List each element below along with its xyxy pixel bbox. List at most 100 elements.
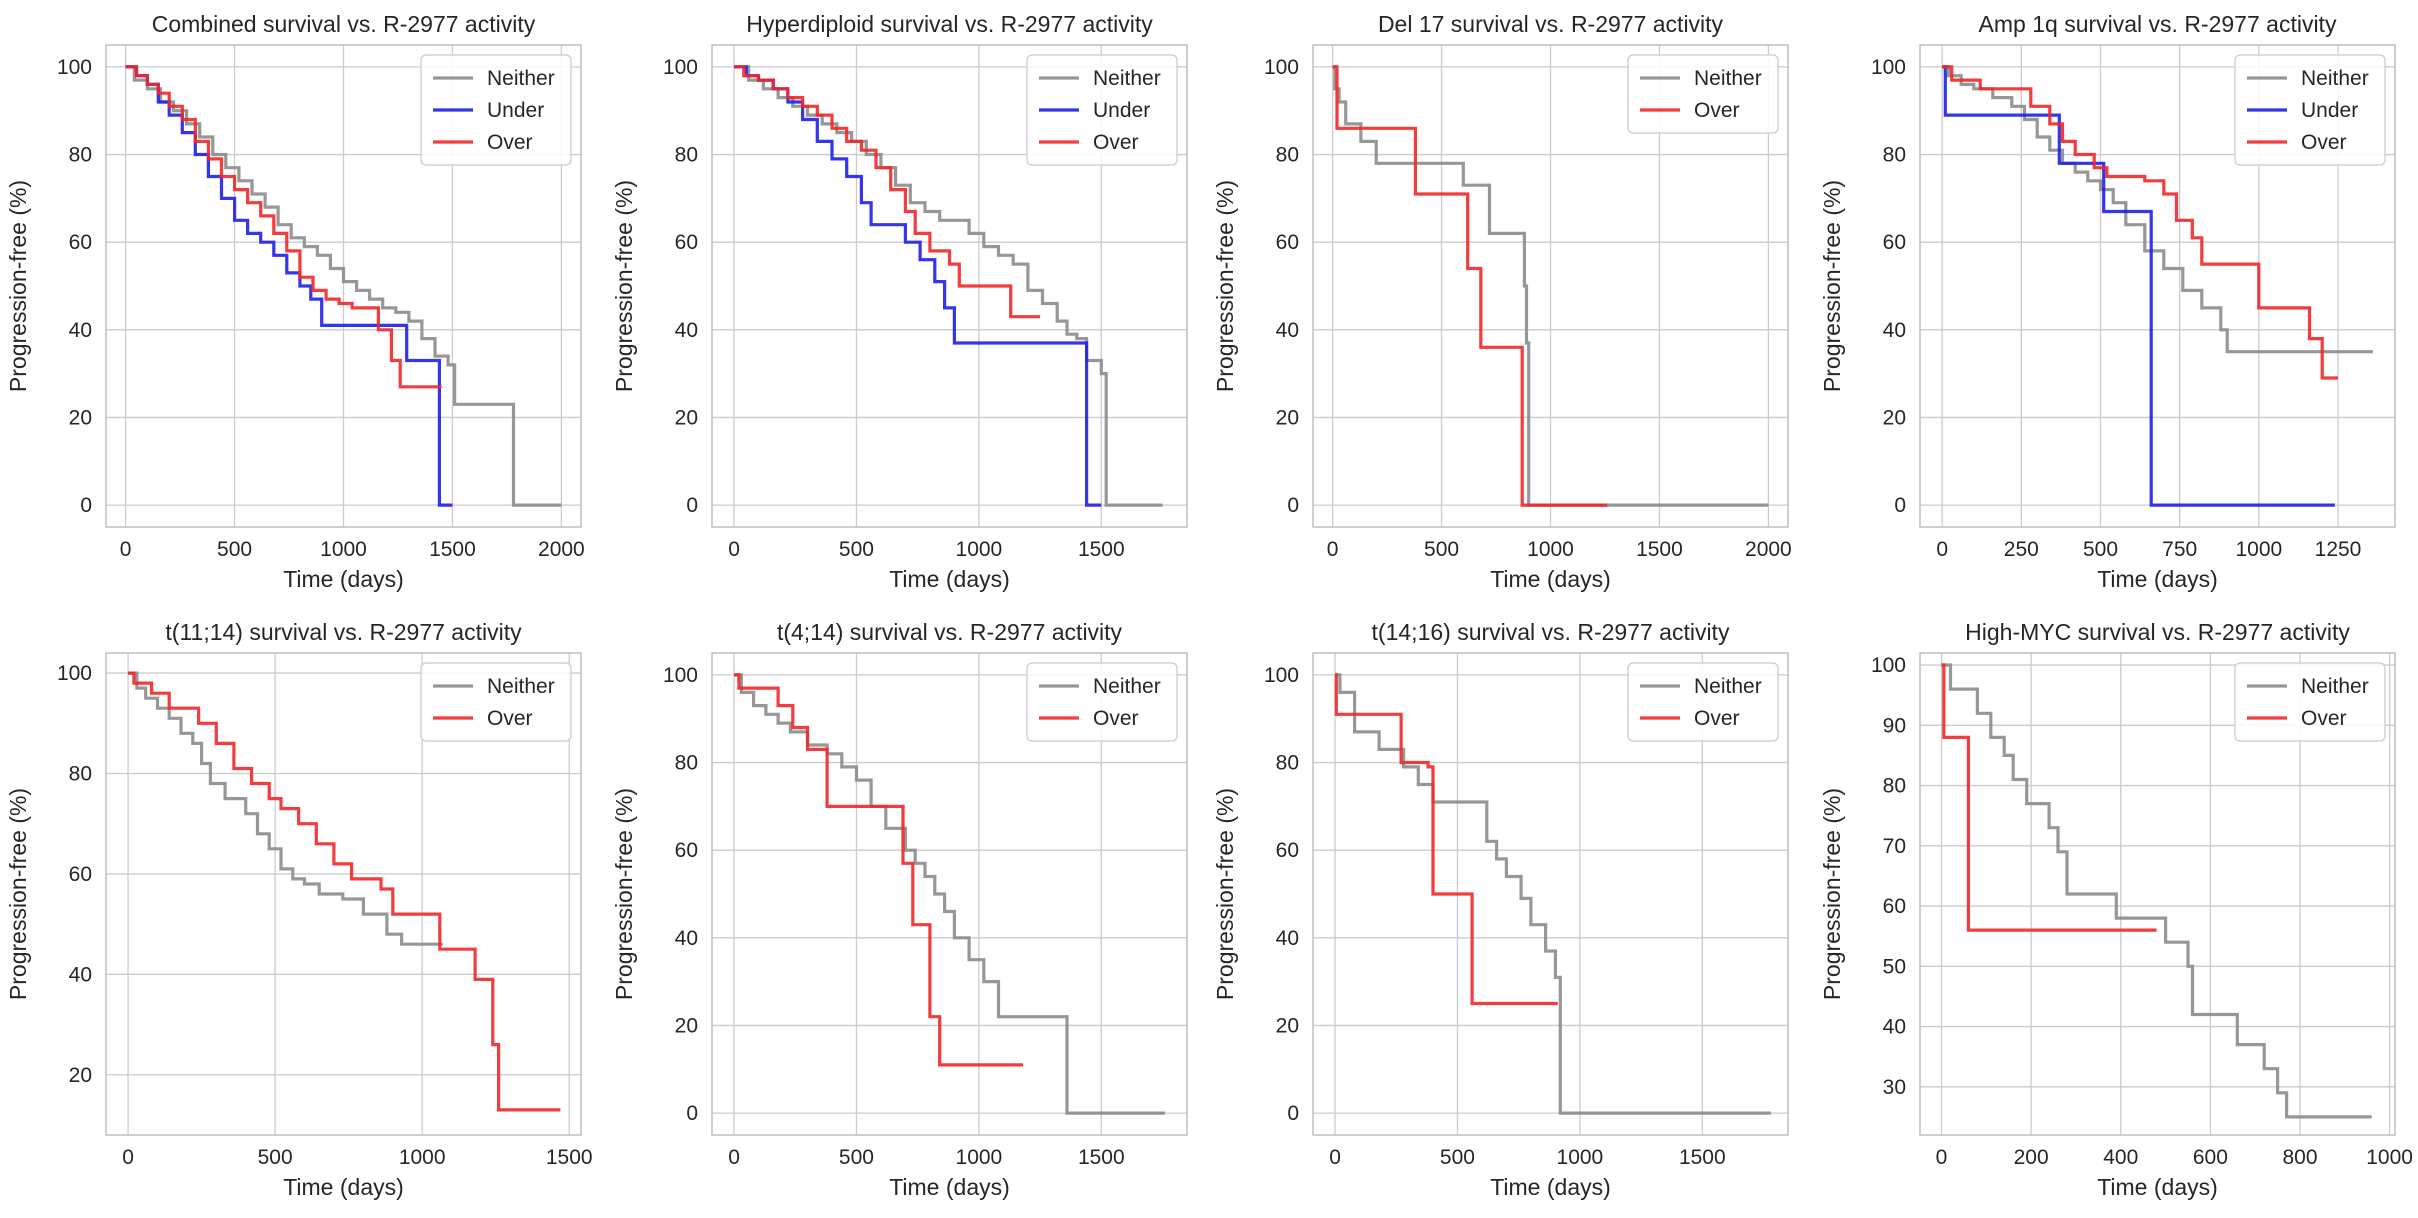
y-tick-label: 100 <box>1871 56 1906 79</box>
x-tick-label: 500 <box>839 538 874 561</box>
legend: Neither Under Over <box>420 54 572 166</box>
y-tick-label: 60 <box>1276 231 1299 254</box>
y-tick-label: 20 <box>1276 406 1299 429</box>
x-tick-label: 750 <box>2162 538 2197 561</box>
y-tick-label: 20 <box>1883 406 1906 429</box>
plot-frame <box>105 44 582 528</box>
y-tick-label: 30 <box>1883 1076 1906 1099</box>
y-tick-label: 20 <box>675 406 698 429</box>
legend-entry: Under <box>1093 99 1150 122</box>
x-tick-label: 0 <box>728 538 740 561</box>
y-tick-label: 20 <box>69 1064 92 1087</box>
chart-title: t(11;14) survival vs. R-2977 activity <box>165 619 522 645</box>
x-tick-label: 0 <box>1936 1146 1948 1169</box>
x-tick-label: 500 <box>1424 538 1459 561</box>
legend-entry: Over <box>487 131 533 154</box>
legend: Neither Over <box>1026 662 1178 742</box>
legend-entry: Over <box>1093 707 1139 730</box>
x-axis-label: Time (days) <box>283 566 404 592</box>
y-tick-label: 100 <box>663 664 698 687</box>
x-tick-label: 800 <box>2282 1146 2317 1169</box>
x-tick-label: 1000 <box>956 538 1003 561</box>
y-tick-label: 60 <box>69 231 92 254</box>
legend-box <box>420 54 572 166</box>
legend-entry: Neither <box>2301 67 2369 90</box>
x-tick-label: 2000 <box>1745 538 1792 561</box>
x-axis-label: Time (days) <box>283 1174 404 1200</box>
series-line-over <box>1334 673 1558 1006</box>
series-line-neither <box>734 673 1165 1115</box>
series-line-over <box>1941 663 2157 932</box>
y-tick-label: 40 <box>675 927 698 950</box>
x-tick-label: 1000 <box>399 1146 446 1169</box>
y-tick-label: 0 <box>1894 494 1906 517</box>
plot-frame <box>1919 652 2396 1136</box>
chart-title: t(14;16) survival vs. R-2977 activity <box>1372 619 1730 645</box>
x-tick-label: 500 <box>258 1146 293 1169</box>
y-tick-label: 40 <box>69 963 92 986</box>
y-tick-label: 0 <box>1287 494 1299 517</box>
plot-frame <box>1312 44 1789 528</box>
y-tick-label: 100 <box>1871 654 1906 677</box>
x-tick-label: 0 <box>728 1146 740 1169</box>
series-line-neither <box>1332 65 1769 507</box>
x-tick-label: 1500 <box>1636 538 1683 561</box>
legend-entry: Neither <box>1694 675 1762 698</box>
y-tick-label: 60 <box>69 863 92 886</box>
plot-frame <box>105 652 582 1136</box>
legend: Neither Over <box>420 662 572 742</box>
x-tick-label: 1000 <box>956 1146 1003 1169</box>
chart-title: t(4;14) survival vs. R-2977 activity <box>777 619 1123 645</box>
x-tick-label: 1500 <box>546 1146 593 1169</box>
chart-panel-2: 0 500 1000 1500 0 20 40 60 80 100 Hyperdiploid sur… <box>611 11 1188 592</box>
y-axis-label: Progression-free (%) <box>611 180 637 392</box>
y-tick-label: 20 <box>675 1014 698 1037</box>
legend-entry: Under <box>487 99 544 122</box>
legend-entry: Neither <box>2301 675 2369 698</box>
plot-frame <box>1312 652 1789 1136</box>
y-tick-label: 40 <box>675 319 698 342</box>
x-tick-label: 250 <box>2004 538 2039 561</box>
y-tick-label: 80 <box>675 752 698 775</box>
x-tick-label: 0 <box>122 1146 134 1169</box>
x-tick-label: 1500 <box>1078 538 1125 561</box>
legend-box <box>420 662 572 742</box>
x-tick-label: 1250 <box>2315 538 2362 561</box>
x-tick-label: 1500 <box>1078 1146 1125 1169</box>
y-tick-label: 90 <box>1883 714 1906 737</box>
legend-entry: Neither <box>1093 67 1161 90</box>
legend-entry: Over <box>2301 707 2347 730</box>
legend-entry: Over <box>1694 99 1740 122</box>
y-tick-label: 100 <box>57 56 92 79</box>
y-tick-label: 60 <box>675 839 698 862</box>
y-tick-label: 100 <box>663 56 698 79</box>
legend-entry: Neither <box>487 67 555 90</box>
y-axis-label: Progression-free (%) <box>1819 180 1845 392</box>
y-tick-label: 60 <box>675 231 698 254</box>
x-axis-label: Time (days) <box>2097 566 2218 592</box>
x-tick-label: 0 <box>1329 1146 1341 1169</box>
y-axis-label: Progression-free (%) <box>1212 180 1238 392</box>
x-tick-label: 500 <box>1440 1146 1475 1169</box>
y-axis-label: Progression-free (%) <box>1212 788 1238 1000</box>
y-tick-label: 40 <box>1276 319 1299 342</box>
series-line-over <box>734 65 1041 319</box>
x-tick-label: 0 <box>1936 538 1948 561</box>
y-axis-label: Progression-free (%) <box>5 788 31 1000</box>
chart-panel-5: 0 500 1000 1500 20 40 60 80 100 t(11;14) survival… <box>5 619 593 1200</box>
y-tick-label: 100 <box>1264 664 1299 687</box>
legend-box <box>2234 662 2386 742</box>
y-axis-label: Progression-free (%) <box>611 788 637 1000</box>
y-tick-label: 100 <box>57 662 92 685</box>
y-tick-label: 60 <box>1883 231 1906 254</box>
legend-box <box>1026 662 1178 742</box>
y-tick-label: 20 <box>69 406 92 429</box>
plot-frame <box>711 652 1188 1136</box>
x-axis-label: Time (days) <box>889 1174 1010 1200</box>
y-tick-label: 40 <box>69 319 92 342</box>
legend-entry: Neither <box>1093 675 1161 698</box>
x-axis-label: Time (days) <box>889 566 1010 592</box>
series-line-over <box>1942 65 2338 380</box>
chart-title: Hyperdiploid survival vs. R-2977 activit… <box>746 11 1153 37</box>
